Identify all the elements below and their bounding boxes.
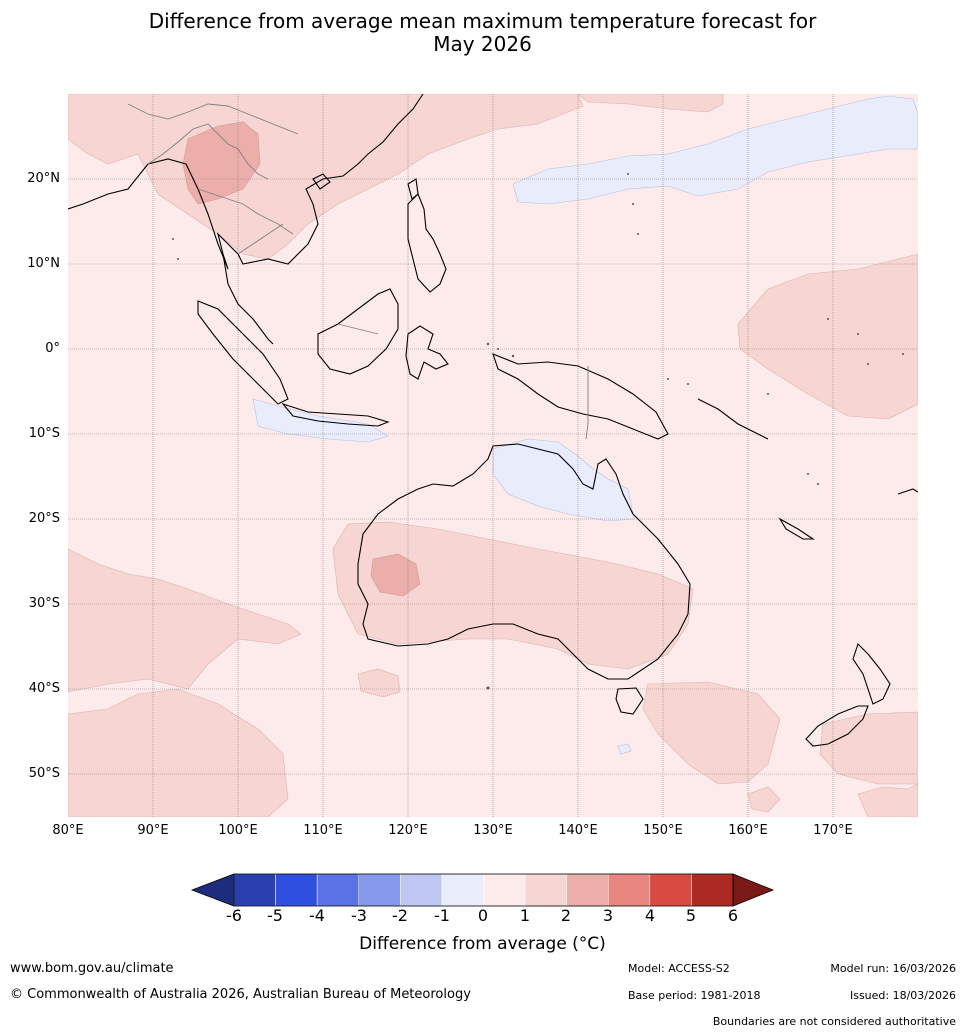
region-sw-patch	[357, 668, 401, 698]
lat-label-20n: 20°N	[27, 171, 60, 186]
region-pacific-north	[577, 94, 724, 113]
coast-new-caledonia	[778, 517, 815, 540]
title-line-2: May 2026	[433, 32, 532, 56]
lon-label-170e: 170°E	[813, 823, 853, 838]
lat-label-10n: 10°N	[27, 256, 60, 271]
colorbar-swatch	[233, 873, 276, 907]
region-pacific-east	[737, 253, 918, 420]
colorbar-swatch	[275, 873, 318, 907]
lon-label-160e: 160°E	[728, 823, 768, 838]
lon-label-90e: 90°E	[137, 823, 169, 838]
lat-label-0: 0°	[45, 341, 60, 356]
lat-label-50s: 50°S	[28, 766, 60, 781]
region-java-sea-cool	[252, 398, 389, 443]
coast-fiji	[897, 488, 918, 495]
region-nz-east	[819, 711, 918, 785]
region-se-patch	[747, 786, 781, 813]
forecast-map	[68, 94, 918, 817]
region-philippine-sea-cool	[512, 95, 918, 205]
title-line-1: Difference from average mean maximum tem…	[148, 9, 817, 33]
colorbar-swatch	[400, 873, 443, 907]
coast-taiwan	[407, 178, 419, 200]
colorbar-tick: -6	[226, 906, 242, 925]
region-gulf-carpentaria-cool	[492, 438, 635, 522]
colorbar-tick: 0	[477, 906, 489, 925]
island-dots	[172, 173, 904, 690]
coast-nz-north	[852, 642, 891, 705]
lon-label-110e: 110°E	[303, 823, 343, 838]
colorbar-tick: 3	[602, 906, 614, 925]
lon-label-140e: 140°E	[558, 823, 598, 838]
colorbar-tick: 4	[644, 906, 656, 925]
colorbar-swatch	[566, 873, 609, 907]
coast-mainland-asia	[68, 94, 424, 270]
colorbar-extend-low	[190, 873, 235, 907]
lat-label-30s: 30°S	[28, 596, 60, 611]
coast-borneo	[317, 288, 399, 375]
coast-java	[281, 402, 390, 427]
chart-title: Difference from average mean maximum tem…	[0, 10, 965, 56]
coast-sumatra	[197, 300, 289, 405]
footer-base-period: Base period: 1981-2018	[628, 989, 761, 1002]
colorbar-tick: 1	[519, 906, 531, 925]
colorbar-tick: -3	[351, 906, 367, 925]
lon-label-150e: 150°E	[643, 823, 683, 838]
colorbar-border	[233, 873, 734, 907]
colorbar-swatches	[190, 873, 775, 907]
colorbar-extend-high	[732, 873, 775, 907]
footer-url[interactable]: www.bom.gov.au/climate	[10, 961, 174, 976]
lat-label-10s: 10°S	[28, 426, 60, 441]
coast-hainan	[312, 173, 331, 190]
anomaly-neg1-to-0-regions	[252, 95, 918, 755]
lat-label-40s: 40°S	[28, 681, 60, 696]
colorbar-swatch	[316, 873, 359, 907]
region-australia	[332, 521, 694, 670]
coast-sulawesi	[405, 325, 449, 380]
region-tasmania-cool	[617, 743, 632, 755]
colorbar-tick: -2	[392, 906, 408, 925]
colorbar-swatch	[358, 873, 401, 907]
colorbar-tick: -4	[309, 906, 325, 925]
region-indochina-hot	[182, 121, 261, 205]
anomaly-1-to-2-regions	[68, 94, 918, 817]
colorbar-label: Difference from average (°C)	[359, 934, 606, 954]
colorbar-tick: -5	[267, 906, 283, 925]
region-far-se-patch	[857, 783, 918, 817]
coast-solomons	[697, 398, 769, 440]
footer-issued: Issued: 18/03/2026	[849, 989, 956, 1002]
coast-philippines	[407, 193, 447, 293]
colorbar-swatch	[483, 873, 526, 907]
colorbar-swatch	[608, 873, 651, 907]
lon-label-130e: 130°E	[473, 823, 513, 838]
colorbar-swatch	[524, 873, 567, 907]
lon-label-80e: 80°E	[52, 823, 84, 838]
colorbar-tick: -1	[434, 906, 450, 925]
coast-australia	[357, 443, 691, 680]
region-indian-ocean-south	[68, 548, 302, 693]
country-borders	[127, 103, 589, 440]
colorbar-tick: 6	[727, 906, 739, 925]
lon-label-120e: 120°E	[388, 823, 428, 838]
region-indian-ocean-far-south	[68, 688, 289, 817]
colorbar-swatch	[691, 873, 734, 907]
footer-boundaries-note: Boundaries are not considered authoritat…	[712, 1015, 956, 1028]
region-tasman	[642, 681, 781, 785]
footer-model-run: Model run: 16/03/2026	[830, 962, 956, 975]
footer-model: Model: ACCESS-S2	[628, 962, 730, 975]
colorbar-swatch	[649, 873, 692, 907]
lat-label-20s: 20°S	[28, 511, 60, 526]
coast-tasmania	[615, 687, 644, 715]
coast-new-guinea	[492, 353, 669, 440]
colorbar-tick: 5	[685, 906, 697, 925]
colorbar-tick: 2	[560, 906, 572, 925]
lon-label-100e: 100°E	[218, 823, 258, 838]
map-svg	[68, 94, 918, 817]
coastlines	[68, 94, 918, 747]
footer-copyright: © Commonwealth of Australia 2026, Austra…	[10, 987, 471, 1002]
coast-nz-south	[805, 705, 869, 747]
coast-malay-peninsula	[222, 253, 274, 345]
colorbar-swatch	[441, 873, 484, 907]
colorbar	[190, 873, 775, 907]
